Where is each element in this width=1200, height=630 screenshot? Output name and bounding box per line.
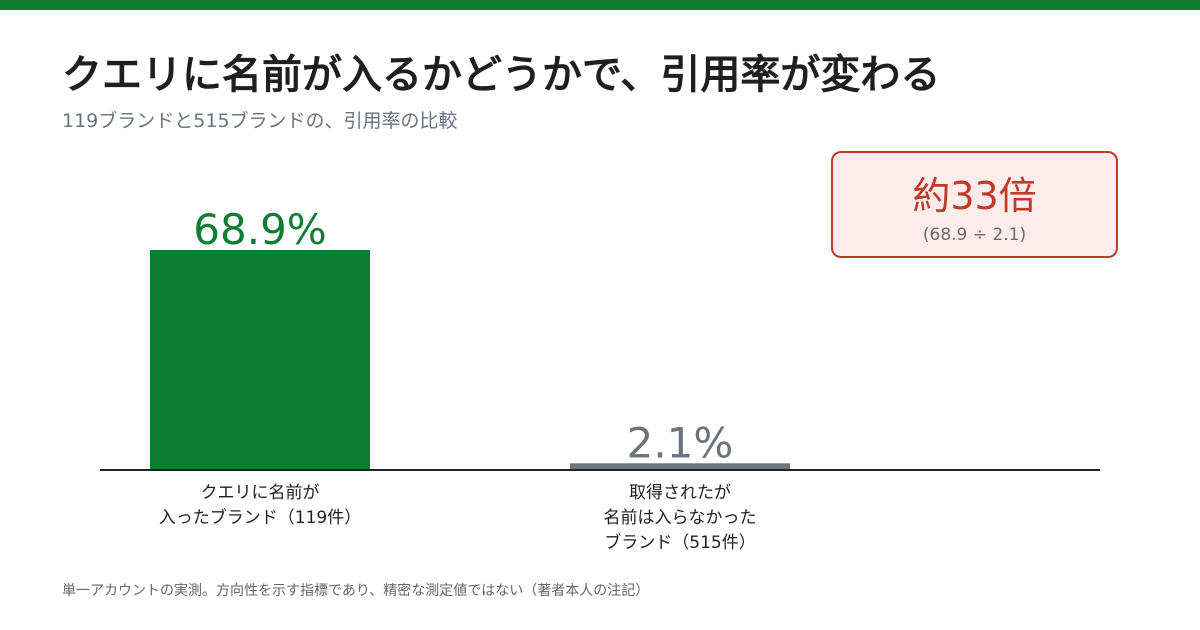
category-label-1-line-2: 入ったブランド（119件） <box>159 507 361 528</box>
bar-1 <box>150 250 370 470</box>
bar-value-label-1: 68.9% <box>193 205 326 254</box>
category-label-2-line-3: ブランド（515件） <box>604 532 755 553</box>
page-title: クエリに名前が入るかどうかで、引用率が変わる <box>62 52 941 98</box>
bar-2 <box>570 463 790 470</box>
page-subtitle: 119ブランドと515ブランドの、引用率の比較 <box>62 110 458 132</box>
ratio-callout-formula: (68.9 ÷ 2.1) <box>922 225 1027 245</box>
category-label-2-line-2: 名前は入らなかった <box>604 508 757 528</box>
category-label-2-line-1: 取得されたが <box>629 483 731 503</box>
top-accent-bar <box>0 0 1200 10</box>
bar-value-label-2: 2.1% <box>627 418 734 467</box>
ratio-callout-value: 約33倍 <box>912 174 1037 218</box>
category-label-1-line-1: クエリに名前が <box>201 483 320 503</box>
ratio-callout: 約33倍 (68.9 ÷ 2.1) <box>831 151 1118 258</box>
footnote: 単一アカウントの実測。方向性を示す指標であり、精密な測定値ではない（著者本人の注… <box>62 583 650 599</box>
